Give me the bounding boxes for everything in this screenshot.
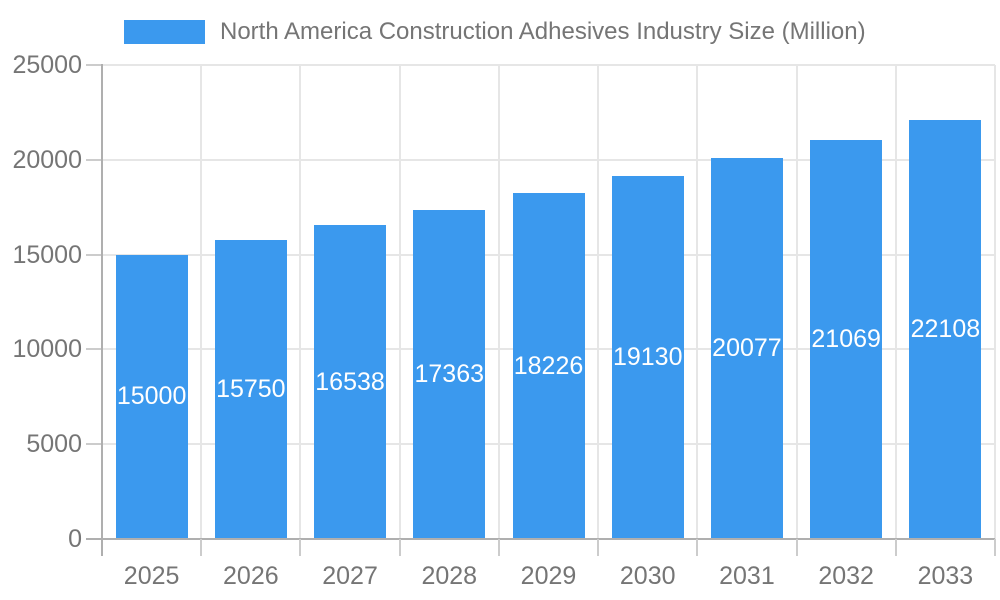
bar	[710, 158, 783, 539]
x-axis-label: 2026	[223, 562, 279, 590]
y-axis-label: 5000	[26, 430, 82, 459]
bar-value-label: 22108	[910, 314, 981, 343]
y-axis-tick	[86, 158, 102, 161]
legend-swatch	[124, 20, 205, 44]
y-axis-label: 10000	[12, 335, 82, 364]
bar	[810, 139, 883, 539]
bar	[115, 254, 188, 539]
x-axis-label: 2032	[818, 562, 874, 590]
gridline-horizontal	[102, 64, 995, 66]
gridline-vertical	[200, 65, 203, 539]
x-axis-tick	[994, 539, 996, 556]
y-axis-tick	[86, 348, 102, 351]
y-axis-line	[101, 64, 103, 556]
legend-label: North America Construction Adhesives Ind…	[220, 18, 866, 45]
y-axis-label: 25000	[12, 51, 82, 79]
x-axis-label: 2027	[322, 562, 378, 590]
x-axis-tick	[597, 539, 600, 556]
gridline-vertical	[398, 65, 401, 539]
bar	[512, 193, 585, 539]
x-axis-tick	[299, 539, 302, 556]
bar	[413, 209, 486, 539]
bar-value-label: 15000	[116, 382, 187, 411]
x-axis-tick	[101, 539, 103, 556]
x-axis-tick	[497, 539, 500, 556]
bar-value-label: 21069	[811, 324, 881, 353]
y-axis-tick	[86, 253, 102, 256]
bar	[909, 119, 982, 539]
x-axis-tick	[200, 539, 203, 556]
y-axis-label: 20000	[12, 145, 82, 174]
y-axis-tick	[86, 443, 102, 446]
gridline-vertical	[497, 65, 500, 539]
gridline-vertical	[894, 65, 897, 539]
x-axis-label: 2030	[619, 562, 676, 590]
x-axis-tick	[795, 539, 798, 556]
x-axis-tick	[696, 539, 699, 556]
x-axis-label: 2031	[719, 562, 775, 590]
bar-value-label: 16538	[315, 367, 385, 396]
bar-value-label: 20077	[712, 334, 782, 363]
legend: North America Construction Adhesives Ind…	[124, 20, 866, 44]
y-axis-tick	[86, 538, 102, 540]
bar	[314, 225, 387, 539]
y-axis-label: 0	[68, 525, 82, 553]
x-axis-tick	[398, 539, 401, 556]
y-axis-tick	[86, 64, 102, 66]
bar	[214, 240, 287, 539]
bar-value-label: 18226	[513, 351, 584, 380]
bar-value-label: 15750	[216, 375, 286, 404]
bar-value-label: 19130	[612, 343, 683, 372]
x-axis-line	[102, 538, 995, 540]
x-axis-label: 2028	[421, 562, 478, 590]
gridline-vertical	[299, 65, 302, 539]
gridline-vertical	[994, 65, 996, 539]
gridline-vertical	[795, 65, 798, 539]
x-axis-label: 2029	[520, 562, 577, 590]
y-axis-label: 15000	[12, 240, 82, 269]
x-axis-label: 2033	[917, 562, 974, 590]
x-axis-tick	[894, 539, 897, 556]
gridline-vertical	[696, 65, 699, 539]
x-axis-label: 2025	[123, 562, 180, 590]
gridline-vertical	[597, 65, 600, 539]
gridline-horizontal	[102, 158, 995, 161]
bar	[611, 176, 684, 539]
bar-value-label: 17363	[414, 359, 485, 388]
